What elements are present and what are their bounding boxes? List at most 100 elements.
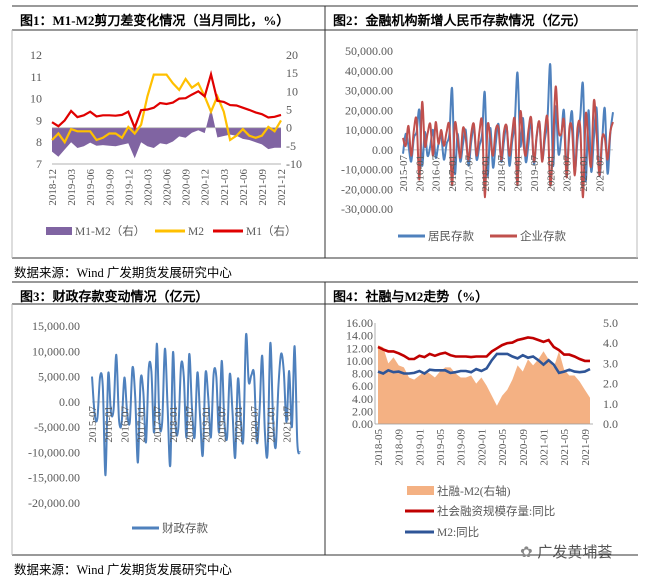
x-tick-label: 2018-12 [47,169,59,206]
x-tick-label: 2018-07 [184,406,196,443]
series-m1-m2-area [52,108,281,159]
x-tick-label: 2017-01 [447,155,459,192]
x-tick-label: 2018-01 [480,155,492,192]
x-tick-label: 2019-09 [104,169,116,206]
y-tick-label: -10,000.00 [28,445,80,459]
series-line-1 [91,332,301,477]
x-tick-label: 2020-12 [200,169,212,206]
x-tick-label: 2018-01 [168,406,180,443]
x-tick-label: 2021-07 [594,155,606,192]
y-tick-label: -30,000.00 [341,202,393,216]
x-tick-label: 2016-01 [103,406,115,443]
x-tick-label: 2015-07 [398,155,410,192]
y-tick-label: 20,000.00 [345,103,393,117]
x-tick-label: 2019-07 [529,155,541,192]
x-tick-label: 2019-06 [85,169,97,206]
x-tick-label: 2020-07 [249,406,261,443]
x-tick-label: 2019-12 [123,169,135,206]
figure-4-title: 图4：社融与M2走势（%） [333,289,489,304]
y-tick-label: 0.00 [352,417,373,431]
y-tick-label: 10.00 [346,354,373,368]
y-tick-label: 4.0 [603,336,618,350]
x-tick-label: 2021-01 [265,406,277,443]
y-tick-label: -15,000.00 [28,471,80,485]
x-tick-label: 2020-06 [162,169,174,206]
y-tick-label: 0 [286,121,292,135]
y-tick-label: 3.0 [603,356,618,370]
y-tick-label: 5.0 [603,316,618,330]
x-tick-label: 2020-01 [545,155,557,192]
x-tick-label: 2020-01 [233,406,245,443]
y-tick-label: 15,000.00 [32,319,80,333]
legend-label: 财政存款 [162,521,208,535]
x-tick-label: 2018-05 [373,429,385,466]
series-spread-area [378,345,590,424]
y-tick-label: 10,000.00 [32,344,80,358]
y-tick-label: 30,000.00 [345,84,393,98]
x-tick-label: 2021-01 [538,429,550,466]
y-tick-label: -10 [286,157,302,171]
figure-1-title: 图1：M1-M2剪刀差变化情况（当月同比，%） [20,13,290,28]
x-tick-label: 2021-12 [276,169,288,206]
x-tick-label: 2017-07 [463,155,475,192]
y-tick-label: 10 [286,84,298,98]
y-tick-label: -10,000.00 [341,163,393,177]
x-tick-label: 2021-03 [219,169,231,206]
y-tick-label: 0.00 [372,143,393,157]
y-tick-label: 20 [286,48,298,62]
y-tick-label: 12.00 [346,341,373,355]
y-tick-label: 16.00 [346,316,373,330]
y-tick-label: 5 [286,103,292,117]
watermark: ✿ 广发黄埔荟 [520,541,612,562]
y-tick-label: 2.00 [352,404,373,418]
chart-tsf-m2: 0.002.004.006.008.0010.0012.0014.0016.00… [346,316,618,539]
series-m2-line [51,73,282,145]
legend-label: 社会融资规模存量:同比 [437,504,555,518]
y-tick-label: 4.00 [352,392,373,406]
y-tick-label: -5 [286,139,296,153]
y-tick-label: 2.0 [603,377,618,391]
x-tick-label: 2020-09 [181,169,193,206]
x-tick-label: 2019-09 [456,429,468,466]
x-tick-label: 2020-09 [518,429,530,466]
legend-label: 社融-M2(右轴) [437,484,511,498]
legend-label: M2:同比 [437,526,479,539]
y-tick-label: 1.0 [603,397,618,411]
x-tick-label: 2020-03 [142,169,154,206]
x-tick-label: 2018-07 [496,155,508,192]
x-tick-label: 2021-05 [559,429,571,466]
x-tick-label: 2019-07 [217,406,229,443]
legend-label: M1-M2（右） [75,224,145,238]
legend-label: 企业存款 [520,229,566,243]
y-tick-label: 0.0 [603,417,618,431]
y-tick-label: 12 [30,48,42,62]
x-tick-label: 2021-01 [578,155,590,192]
y-tick-label: 8 [36,135,42,149]
x-tick-label: 2016-07 [119,406,131,443]
figure-2-title: 图2：金融机构新增人民币存款情况（亿元） [333,13,587,28]
y-tick-label: 15 [286,66,298,80]
x-tick-label: 2017-01 [136,406,148,443]
x-tick-label: 2015-07 [87,406,99,443]
x-tick-label: 2021-09 [257,169,269,206]
legend-label: 居民存款 [428,229,474,243]
x-tick-label: 2020-01 [476,429,488,466]
source-note: 数据来源：Wind 广发期货发展研究中心 [14,266,232,280]
series-line-2 [402,85,614,199]
x-tick-label: 2019-01 [414,429,426,466]
x-tick-label: 2016-07 [431,155,443,192]
x-tick-label: 2019-05 [435,429,447,466]
series-tsf-line [377,336,590,363]
y-tick-label: 6.00 [352,379,373,393]
y-tick-label: 14.00 [346,329,373,343]
wechat-icon: ✿ [520,543,538,561]
y-tick-label: -20,000.00 [341,182,393,196]
y-tick-label: 40,000.00 [345,64,393,78]
legend-label: M2 [188,226,204,238]
x-tick-label: 2020-05 [497,429,509,466]
figure-3-title: 图3：财政存款变动情况（亿元） [20,289,209,304]
chart-fiscal-deposits: -20,000.00 -15,000.00 -10,000.00 -5,000.00 0… [28,319,301,535]
x-tick-label: 2016-01 [414,155,426,192]
y-tick-label: 8.00 [352,367,373,381]
y-tick-label: -20,000.00 [28,496,80,510]
